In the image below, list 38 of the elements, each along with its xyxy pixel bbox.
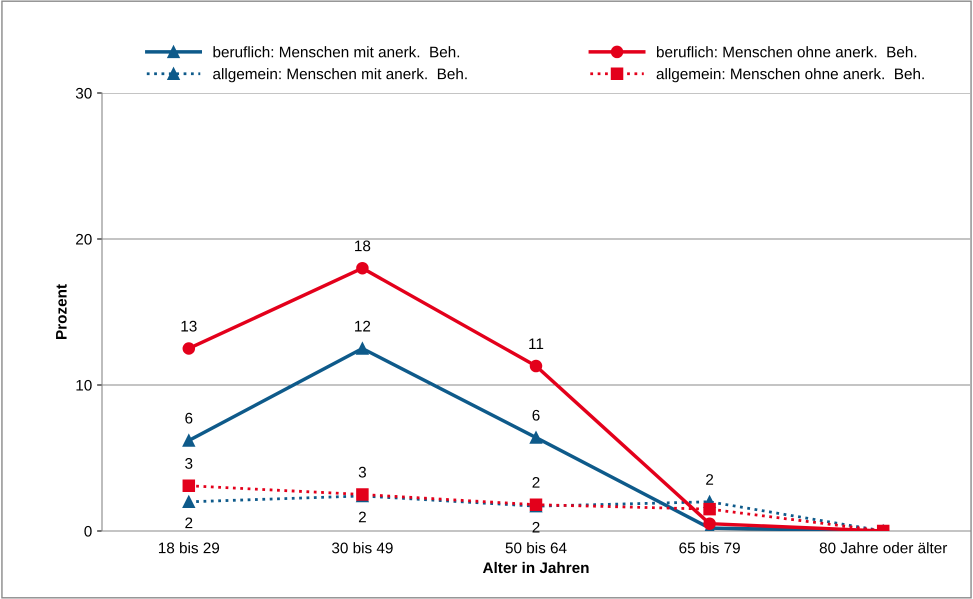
data-label: 6: [532, 410, 540, 421]
x-tick-label: 65 bis 79: [679, 542, 740, 554]
point: [530, 360, 542, 372]
legend-label: allgemein: Menschen mit anerk. Beh.: [213, 68, 467, 82]
x-axis-title: Alter in Jahren: [482, 562, 589, 574]
legend-label: allgemein: Menschen ohne anerk. Beh.: [656, 68, 924, 82]
data-label: 2: [185, 517, 192, 528]
x-tick-label: 18 bis 29: [158, 542, 220, 554]
x-tick-label: 80 Jahre oder älter: [820, 542, 948, 554]
data-label: 2: [532, 522, 540, 533]
data-label: 18: [355, 240, 370, 252]
y-axis-title: Prozent: [56, 284, 67, 339]
data-label: 6: [185, 412, 192, 424]
point: [182, 496, 196, 508]
legend-label: beruflich: Menschen mit anerk. Beh.: [213, 46, 460, 58]
data-label: 11: [529, 338, 544, 349]
data-label: 2: [358, 512, 366, 522]
point: [356, 342, 369, 355]
point: [703, 502, 716, 516]
point: [182, 479, 196, 492]
data-label: 2: [532, 476, 540, 488]
data-label: 3: [358, 466, 366, 478]
data-label: 3: [185, 458, 192, 469]
point: [182, 434, 196, 447]
point: [182, 342, 196, 355]
data-label: 12: [355, 320, 370, 332]
y-tick-label: 30: [76, 88, 92, 99]
data-label: 2: [706, 474, 714, 485]
point: [530, 431, 542, 444]
legend-label: beruflich: Menschen ohne anerk. Beh.: [656, 46, 916, 58]
data-label: 13: [181, 320, 197, 332]
y-tick-label: 0: [84, 526, 92, 537]
x-tick-label: 30 bis 49: [332, 542, 393, 554]
y-tick-label: 10: [76, 380, 92, 391]
point: [703, 517, 716, 530]
y-tick-label: 20: [76, 234, 92, 245]
x-tick-label: 50 bis 64: [506, 542, 567, 554]
point: [356, 262, 369, 274]
